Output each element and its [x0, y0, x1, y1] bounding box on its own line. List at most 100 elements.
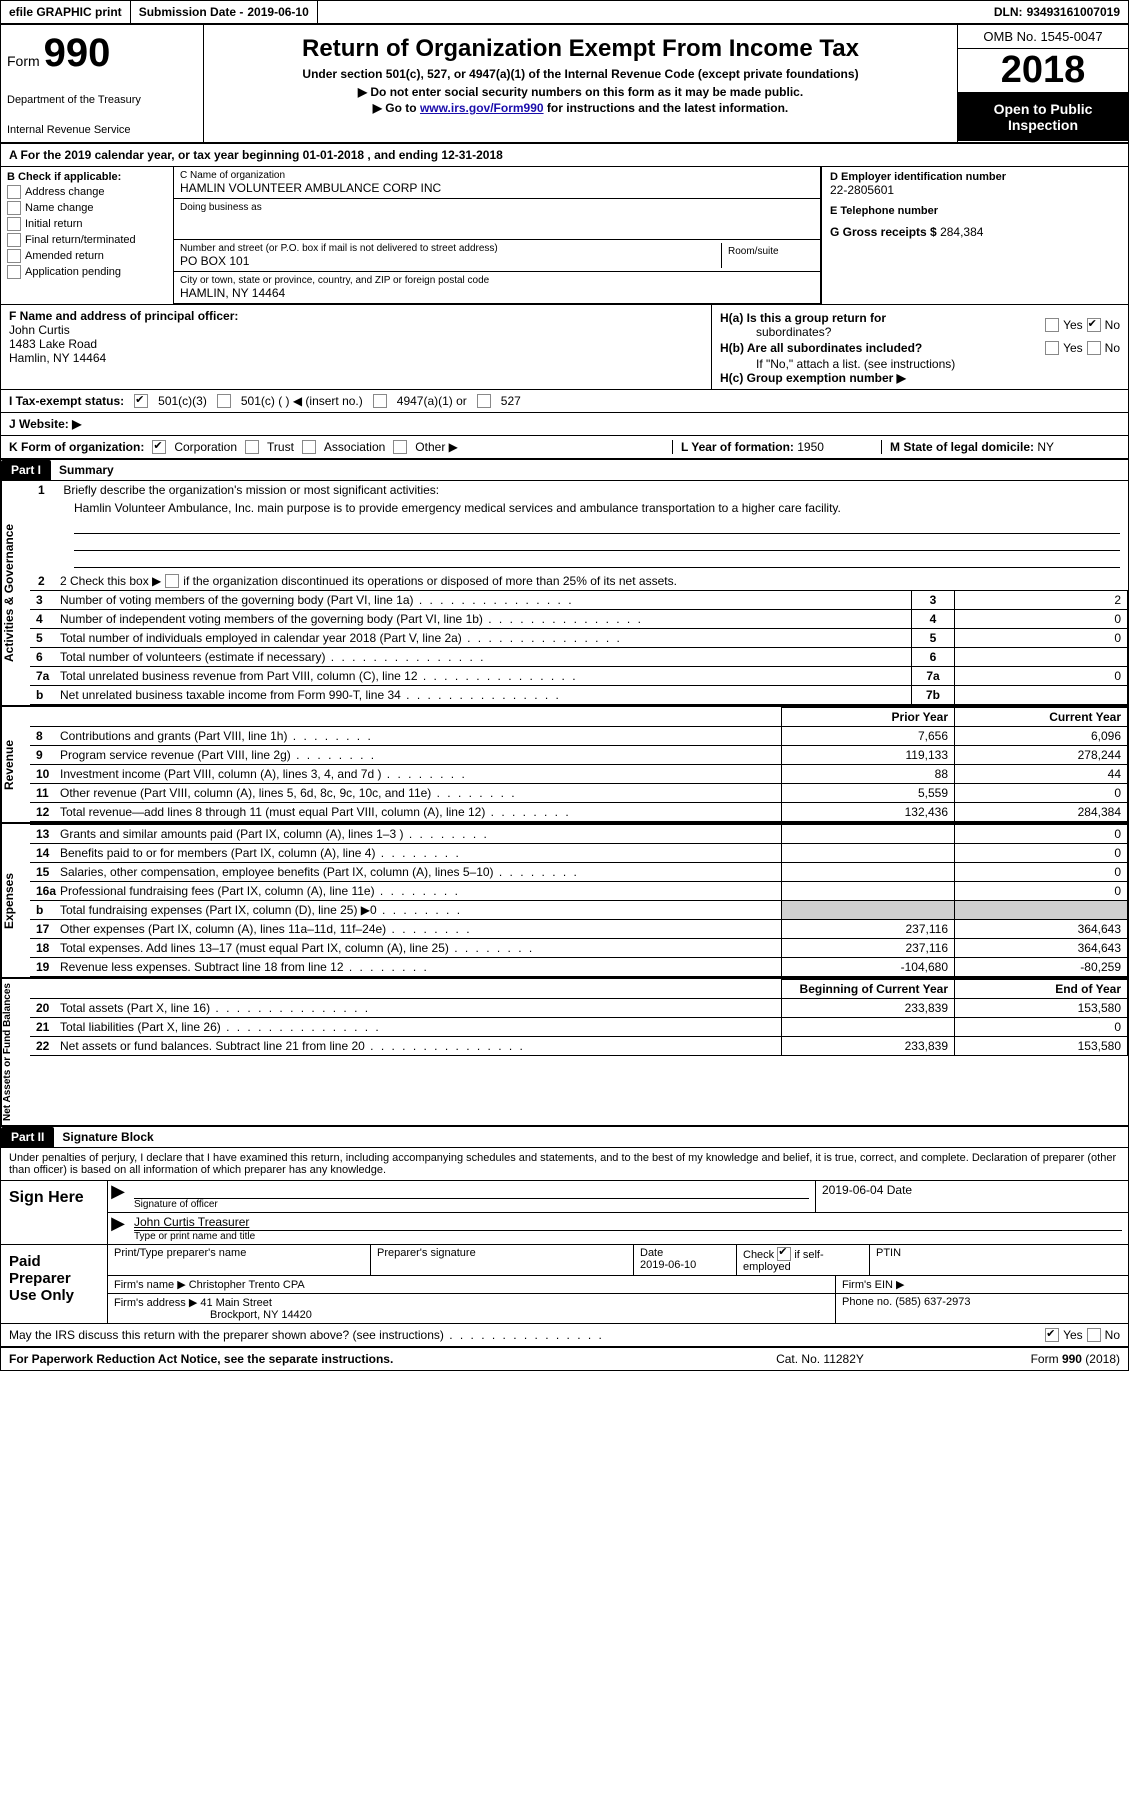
header-subtitle: Under section 501(c), 527, or 4947(a)(1)…: [214, 67, 947, 81]
officer-name-label: Type or print name and title: [134, 1230, 1122, 1242]
discuss-text: May the IRS discuss this return with the…: [9, 1328, 1045, 1342]
checkbox-icon[interactable]: [373, 394, 387, 408]
chk-final-return[interactable]: Final return/terminated: [7, 233, 167, 247]
h-a-yn: Yes No: [1045, 318, 1120, 332]
k-label: K Form of organization:: [9, 440, 144, 454]
table-row: 13Grants and similar amounts paid (Part …: [30, 825, 1128, 844]
no-label: No: [1105, 318, 1120, 332]
table-row: 9Program service revenue (Part VIII, lin…: [30, 746, 1128, 765]
preparer-fields: Print/Type preparer's name Preparer's si…: [108, 1245, 1128, 1323]
officer-signature-field: Signature of officer: [128, 1181, 815, 1212]
street-label: Number and street (or P.O. box if mail i…: [180, 243, 721, 254]
blank-header: [30, 980, 782, 999]
line-2-pre: 2 Check this box ▶: [60, 574, 161, 588]
l-label: L Year of formation:: [681, 440, 797, 454]
expenses-section: Expenses 13Grants and similar amounts pa…: [1, 824, 1128, 979]
part2-title: Signature Block: [54, 1130, 153, 1144]
checkbox-icon[interactable]: [1087, 341, 1101, 355]
sig-date-field: 2019-06-04 Date: [815, 1181, 1128, 1212]
i-opt3: 4947(a)(1) or: [397, 394, 467, 408]
city-value: HAMLIN, NY 14464: [180, 286, 814, 300]
table-row: 20Total assets (Part X, line 16)233,8391…: [30, 999, 1128, 1018]
checkbox-icon[interactable]: [134, 394, 148, 408]
preparer-header-row: Print/Type preparer's name Preparer's si…: [108, 1245, 1128, 1276]
checkbox-icon[interactable]: [245, 440, 259, 454]
checkbox-icon[interactable]: [1087, 1328, 1101, 1342]
i-opt1: 501(c)(3): [158, 394, 207, 408]
sig-date: 2019-06-04: [822, 1183, 883, 1197]
col-b-header: B Check if applicable:: [7, 171, 167, 183]
footer: For Paperwork Reduction Act Notice, see …: [1, 1347, 1128, 1370]
firm-ein-cell: Firm's EIN ▶: [836, 1276, 1128, 1293]
col-b: B Check if applicable: Address change Na…: [1, 167, 174, 304]
table-row: bNet unrelated business taxable income f…: [30, 686, 1128, 705]
checkbox-icon[interactable]: [477, 394, 491, 408]
footer-form: 990: [1062, 1352, 1082, 1366]
header-center: Return of Organization Exempt From Incom…: [204, 25, 957, 142]
checkbox-icon[interactable]: [1087, 318, 1101, 332]
expenses-table: 13Grants and similar amounts paid (Part …: [30, 824, 1128, 977]
street-cell: Number and street (or P.O. box if mail i…: [180, 243, 722, 268]
checkbox-icon[interactable]: [152, 440, 166, 454]
checkbox-icon[interactable]: [1045, 318, 1059, 332]
preparer-label: Paid Preparer Use Only: [1, 1245, 108, 1323]
header-title: Return of Organization Exempt From Incom…: [214, 35, 947, 63]
chk-initial-return[interactable]: Initial return: [7, 217, 167, 231]
officer-label: F Name and address of principal officer:: [9, 309, 703, 323]
header-note-2: ▶ Go to www.irs.gov/Form990 for instruct…: [214, 101, 947, 115]
revenue-table: Prior Year Current Year 8Contributions a…: [30, 707, 1128, 822]
expenses-body: 13Grants and similar amounts paid (Part …: [30, 824, 1128, 977]
table-row: bTotal fundraising expenses (Part IX, co…: [30, 901, 1128, 920]
table-row: 11Other revenue (Part VIII, column (A), …: [30, 784, 1128, 803]
chk-name-change[interactable]: Name change: [7, 201, 167, 215]
firm-addr-row: Firm's address ▶ 41 Main Street Brockpor…: [108, 1294, 1128, 1323]
sign-here-row: Sign Here ▶ Signature of officer 2019-06…: [1, 1181, 1128, 1245]
chk-application-pending[interactable]: Application pending: [7, 265, 167, 279]
firm-name-label: Firm's name ▶: [114, 1279, 189, 1291]
checkbox-icon: [7, 233, 21, 247]
i-opt4: 527: [501, 394, 521, 408]
firm-name-cell: Firm's name ▶ Christopher Trento CPA: [108, 1276, 836, 1293]
governance-section: Activities & Governance 1 1 Briefly desc…: [1, 481, 1128, 707]
row-i: I Tax-exempt status: 501(c)(3) 501(c) ( …: [1, 390, 1128, 413]
line-num: 1: [38, 483, 60, 497]
submission-label: Submission Date -: [139, 5, 244, 19]
firm-phone-cell: Phone no. (585) 637-2973: [836, 1294, 1128, 1323]
form-word: Form: [7, 53, 40, 69]
checkbox-icon[interactable]: [1045, 1328, 1059, 1342]
prep-name-header: Print/Type preparer's name: [108, 1245, 371, 1275]
checkbox-icon[interactable]: [777, 1247, 791, 1261]
dln-label: DLN:: [994, 5, 1023, 19]
gross-label: G Gross receipts $: [830, 225, 940, 239]
chk-address-change[interactable]: Address change: [7, 185, 167, 199]
checkbox-icon[interactable]: [302, 440, 316, 454]
netassets-sidebar: Net Assets or Fund Balances: [1, 979, 30, 1125]
form-header: Form 990 Department of the Treasury Inte…: [1, 25, 1128, 144]
arrow-icon: ▶: [373, 101, 386, 115]
k-l: L Year of formation: 1950: [672, 440, 881, 454]
m-value: NY: [1037, 440, 1054, 454]
checkbox-icon[interactable]: [217, 394, 231, 408]
dba-row: Doing business as: [174, 199, 820, 239]
table-row: 15Salaries, other compensation, employee…: [30, 863, 1128, 882]
checkbox-icon[interactable]: [165, 574, 179, 588]
header-left: Form 990 Department of the Treasury Inte…: [1, 25, 204, 142]
mission-blank-lines: [30, 517, 1128, 572]
checkbox-icon[interactable]: [1045, 341, 1059, 355]
chk-amended[interactable]: Amended return: [7, 249, 167, 263]
governance-sidebar: Activities & Governance: [1, 481, 30, 705]
firm-addr2: Brockport, NY 14420: [114, 1309, 312, 1321]
prep-date-label: Date: [640, 1247, 663, 1259]
chk-label: Amended return: [25, 250, 104, 262]
k-opt-2: Association: [324, 440, 385, 454]
table-row: 19Revenue less expenses. Subtract line 1…: [30, 958, 1128, 977]
end-year-header: End of Year: [955, 980, 1128, 999]
firm-name: Christopher Trento CPA: [189, 1279, 305, 1291]
checkbox-icon[interactable]: [393, 440, 407, 454]
officer-sig-row: ▶ Signature of officer 2019-06-04 Date: [108, 1181, 1128, 1213]
form990-link[interactable]: www.irs.gov/Form990: [420, 101, 544, 115]
agency-2: Internal Revenue Service: [7, 124, 197, 136]
no-label: No: [1105, 1328, 1120, 1342]
form-num: 990: [44, 31, 111, 76]
line-1: 1 1 Briefly describe the organization's …: [30, 481, 1128, 499]
